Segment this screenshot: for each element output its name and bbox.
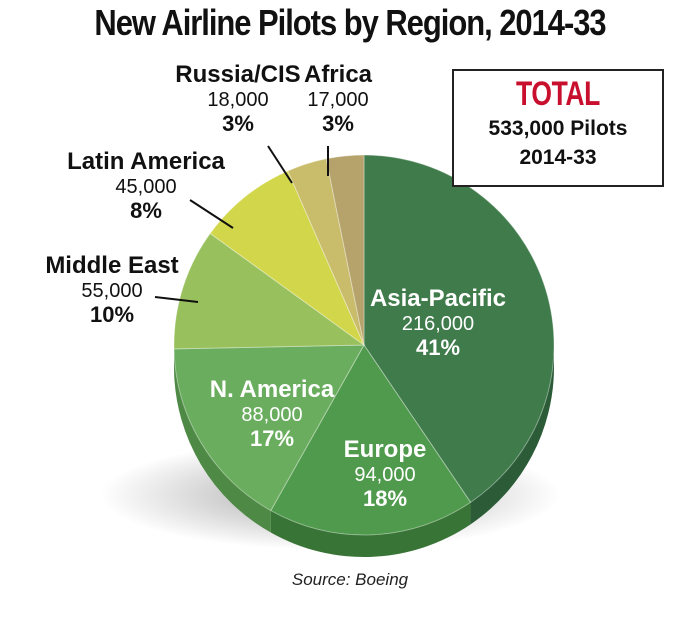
total-box: TOTAL 533,000 Pilots 2014-33 [452, 69, 664, 187]
slice-percent-europe: 18% [363, 486, 407, 511]
slice-name-russia-cis: Russia/CIS [175, 61, 300, 88]
leader-line-russia-cis [267, 145, 293, 184]
slice-percent-middle-east: 10% [90, 302, 134, 327]
chart-title: New Airline Pilots by Region, 2014-33 [94, 2, 606, 43]
slice-name-n-america: N. America [210, 376, 335, 403]
slice-name-europe: Europe [344, 436, 427, 463]
slice-name-latin-america: Latin America [67, 148, 225, 175]
slice-percent-asia-pacific: 41% [416, 335, 460, 360]
slice-value-n-america: 88,000 [241, 404, 302, 426]
slice-value-africa: 17,000 [307, 89, 368, 111]
slice-side-asia-pacific [470, 345, 554, 525]
slice-percent-latin-america: 8% [130, 198, 162, 223]
slice-side-europe [270, 502, 471, 558]
slice-side-n-america [174, 348, 271, 533]
slice-value-middle-east: 55,000 [81, 280, 142, 302]
source-note: Source: Boeing [291, 570, 409, 589]
slice-value-asia-pacific: 216,000 [402, 313, 474, 335]
slice-value-russia-cis: 18,000 [207, 89, 268, 111]
total-period: 2014-33 [519, 146, 597, 169]
slice-n-america [173, 344, 365, 512]
slice-russia-cis [287, 158, 365, 346]
total-pilots: 533,000 Pilots [488, 117, 628, 140]
slice-percent-russia-cis: 3% [222, 111, 254, 136]
slice-europe [270, 344, 472, 536]
slice-name-asia-pacific: Asia-Pacific [370, 285, 506, 312]
slice-asia-pacific [363, 154, 555, 504]
slice-latin-america [209, 170, 366, 347]
slice-middle-east [173, 232, 366, 350]
slice-name-middle-east: Middle East [45, 252, 178, 279]
slice-value-latin-america: 45,000 [115, 176, 176, 198]
total-label: TOTAL [516, 75, 600, 113]
slice-percent-africa: 3% [322, 111, 354, 136]
slice-africa [325, 154, 365, 346]
slice-percent-n-america: 17% [250, 426, 294, 451]
slice-value-europe: 94,000 [354, 464, 415, 486]
leader-line-latin-america [189, 199, 234, 229]
leader-line-middle-east [154, 296, 199, 303]
slice-name-africa: Africa [304, 61, 373, 88]
